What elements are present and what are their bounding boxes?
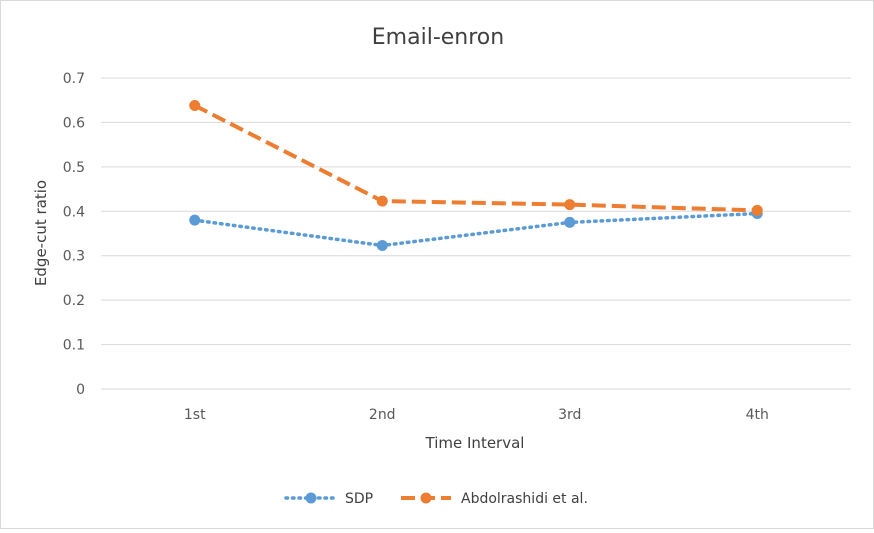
legend-marker — [305, 492, 317, 504]
y-tick-label: 0.1 — [63, 338, 85, 354]
data-point — [376, 195, 388, 207]
chart-title: Email-enron — [372, 25, 504, 50]
x-tick-label: 2nd — [369, 407, 396, 423]
legend: SDP Abdolrashidi et al. — [284, 491, 588, 507]
x-tick-label: 1st — [184, 407, 206, 423]
legend-marker — [420, 492, 432, 504]
data-point — [564, 199, 576, 211]
x-axis-label: Time Interval — [425, 434, 525, 452]
y-tick-label: 0 — [76, 382, 85, 398]
y-tick-label: 0.2 — [63, 293, 85, 309]
data-point — [564, 216, 576, 228]
series-group — [189, 100, 763, 251]
y-tick-label: 0.4 — [63, 204, 85, 220]
data-point — [189, 214, 201, 226]
y-tick-label: 0.3 — [63, 249, 85, 265]
legend-label: SDP — [345, 491, 373, 507]
x-tick-label: 4th — [746, 407, 769, 423]
data-point — [376, 239, 388, 251]
y-tick-label: 0.6 — [63, 115, 85, 131]
y-axis-label: Edge-cut ratio — [32, 180, 50, 286]
series-line — [193, 103, 758, 213]
data-point — [189, 100, 201, 112]
x-tick-labels: 1st 2nd 3rd 4th — [184, 407, 769, 423]
series-line — [193, 211, 759, 248]
y-tick-labels: 0 0.1 0.2 0.3 0.4 0.5 0.6 0.7 — [63, 71, 85, 398]
y-tick-label: 0.7 — [63, 71, 85, 87]
data-point — [751, 204, 763, 216]
legend-label: Abdolrashidi et al. — [461, 491, 588, 507]
x-tick-label: 3rd — [558, 407, 581, 423]
gridlines — [101, 77, 851, 390]
y-tick-label: 0.5 — [63, 160, 85, 176]
